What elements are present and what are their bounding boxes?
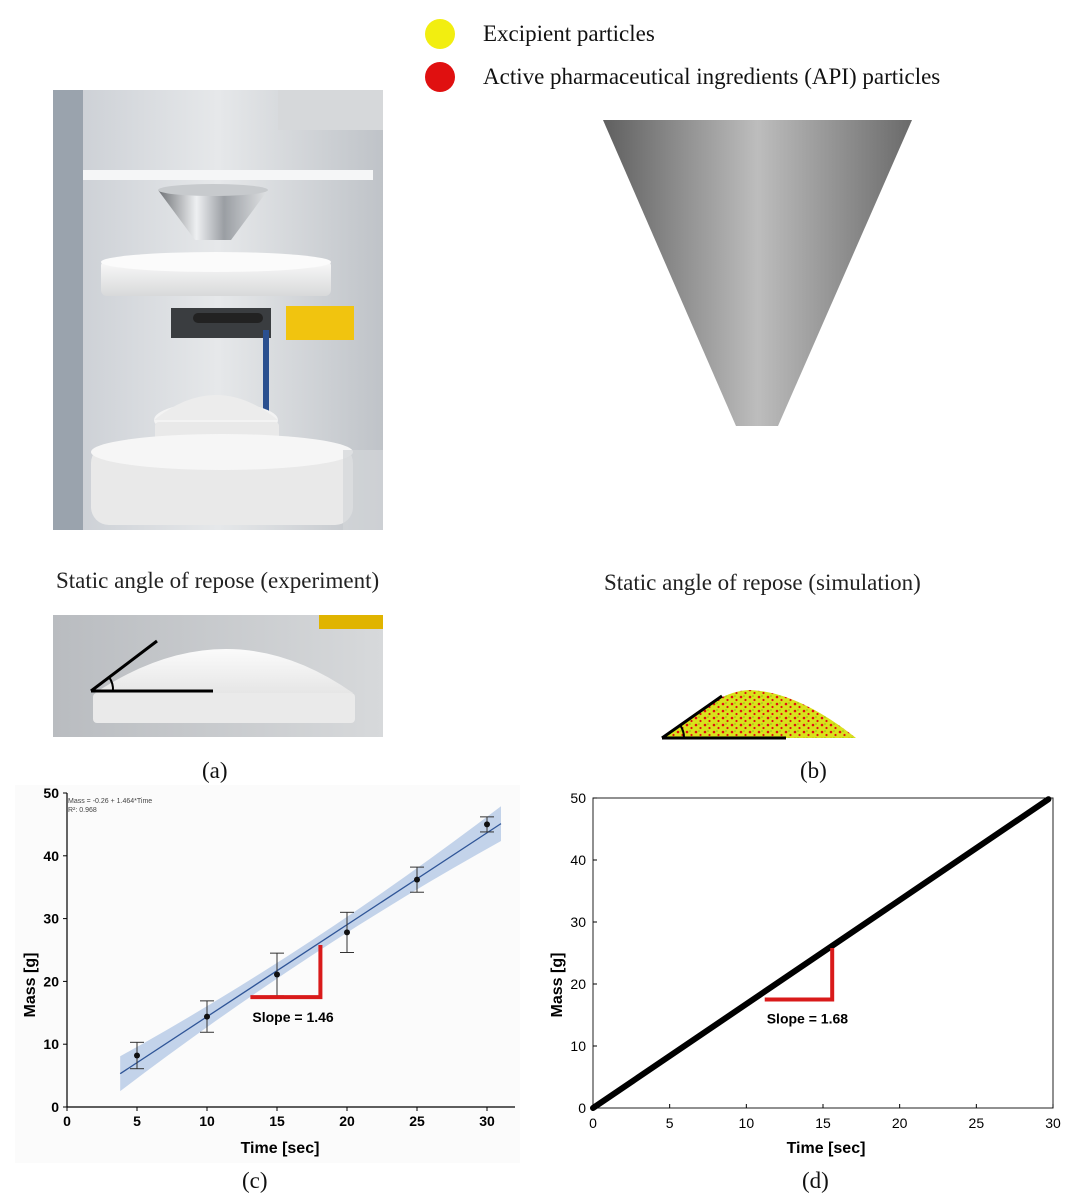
point-marker — [134, 1052, 140, 1059]
x-tick-label: 30 — [479, 1113, 495, 1129]
legend-api: Active pharmaceutical ingredients (API) … — [425, 62, 940, 92]
y-tick-label: 50 — [43, 785, 59, 801]
x-axis-label: Time [sec] — [241, 1140, 320, 1157]
api-dot-icon — [425, 62, 455, 92]
x-tick-label: 15 — [815, 1115, 831, 1131]
simulation-line — [590, 796, 1052, 1111]
caption-simulation: Static angle of repose (simulation) — [604, 570, 921, 595]
x-tick-label: 20 — [339, 1113, 355, 1129]
x-tick-label: 0 — [589, 1115, 597, 1131]
legend-label: Active pharmaceutical ingredients (API) … — [483, 64, 941, 89]
y-tick-label: 0 — [578, 1100, 586, 1116]
x-tick-label: 25 — [969, 1115, 985, 1131]
panel-label-a: (a) — [202, 758, 228, 783]
point-marker — [204, 1013, 210, 1020]
simulation-heap — [661, 690, 856, 740]
y-tick-label: 10 — [43, 1036, 59, 1052]
point-marker — [344, 929, 350, 936]
y-tick-label: 10 — [570, 1038, 586, 1054]
data-point — [200, 1000, 214, 1033]
x-axis-label: Time [sec] — [787, 1140, 866, 1157]
x-tick-label: 5 — [133, 1113, 141, 1129]
simulated-funnel — [603, 120, 912, 426]
data-point — [340, 911, 354, 954]
x-tick-label: 10 — [199, 1113, 215, 1129]
legend-label: Excipient particles — [483, 21, 655, 46]
panel-label-c: (c) — [242, 1168, 268, 1193]
y-tick-label: 40 — [43, 848, 59, 864]
x-tick-label: 10 — [739, 1115, 755, 1131]
y-tick-label: 30 — [570, 914, 586, 930]
data-point — [410, 866, 424, 893]
y-tick-label: 0 — [51, 1099, 59, 1115]
legend-excipient: Excipient particles — [425, 19, 655, 49]
slope-marker — [250, 944, 323, 1000]
panel-label-d: (d) — [802, 1168, 829, 1193]
y-tick-label: 20 — [43, 973, 59, 989]
apparatus-photo — [53, 90, 383, 530]
x-tick-label: 15 — [269, 1113, 285, 1129]
slope-label: Slope = 1.46 — [252, 1009, 334, 1025]
data-point — [130, 1041, 144, 1070]
caption-experiment: Static angle of repose (experiment) — [56, 568, 380, 593]
chart-d-simulation: 0 5 10 15 20 25 30 0 10 20 30 40 50 Slope = 1.68 Ti… — [540, 785, 1080, 1163]
point-marker — [274, 971, 280, 978]
y-tick-label: 30 — [43, 911, 59, 927]
y-axis-label: Mass [g] — [22, 953, 39, 1018]
y-tick-label: 50 — [570, 790, 586, 806]
chart-c-experiment: 0 5 10 15 20 25 30 0 10 20 30 40 50 Mass = -0.26 + … — [15, 785, 520, 1163]
x-tick-label: 20 — [892, 1115, 908, 1131]
x-tick-label: 30 — [1045, 1115, 1061, 1131]
x-tick-label: 25 — [409, 1113, 425, 1129]
fit-equation: Mass = -0.26 + 1.464*Time — [68, 798, 152, 805]
y-axis-label: Mass [g] — [549, 953, 566, 1018]
slope-label: Slope = 1.68 — [767, 1011, 849, 1027]
excipient-dot-icon — [425, 19, 455, 49]
point-marker — [414, 876, 420, 883]
experiment-heap-photo — [53, 615, 383, 737]
fit-line — [119, 823, 502, 1075]
y-tick-label: 20 — [570, 976, 586, 992]
data-point — [480, 816, 494, 833]
slope-marker — [764, 948, 835, 1002]
panel-label-b: (b) — [800, 758, 827, 783]
x-tick-label: 5 — [666, 1115, 674, 1131]
y-tick-label: 40 — [570, 852, 586, 868]
r-squared: R²: 0.968 — [68, 807, 97, 814]
x-tick-label: 0 — [63, 1113, 71, 1129]
point-marker — [484, 821, 490, 828]
